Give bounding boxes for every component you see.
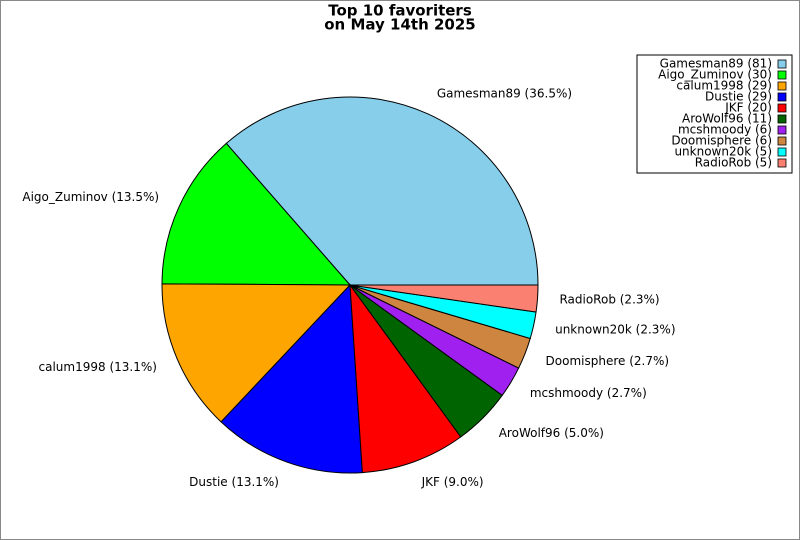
- legend-swatch: [777, 92, 787, 102]
- slice-label: Aigo_Zuminov (13.5%): [22, 190, 159, 204]
- legend-swatch: [777, 158, 787, 168]
- legend-label: calum1998 (29): [676, 79, 772, 93]
- legend-label: JKF (20): [724, 101, 772, 115]
- pie-slice: [220, 283, 363, 474]
- slice-label: mcshmoody (2.7%): [530, 386, 647, 400]
- legend-swatch: [777, 114, 787, 124]
- pie-slice: [161, 142, 352, 286]
- legend-label: Gamesman89 (81): [660, 57, 772, 71]
- chart-subtitle: on May 14th 2025: [324, 16, 476, 34]
- legend-box: [636, 54, 793, 174]
- legend-label: Aigo_Zuminov (30): [658, 68, 772, 82]
- legend-label: AroWolf96 (11): [682, 112, 772, 126]
- legend-label: RadioRob (5): [695, 156, 772, 170]
- slice-label: Doomisphere (2.7%): [546, 354, 670, 368]
- slice-label: JKF (9.0%): [421, 475, 484, 489]
- slice-label: Gamesman89 (36.5%): [437, 86, 572, 100]
- slice-label: RadioRob (2.3%): [559, 293, 659, 307]
- pie-slice: [349, 283, 462, 474]
- pie-slice: [161, 283, 352, 423]
- legend-swatch: [777, 59, 787, 69]
- slice-label: calum1998 (13.1%): [39, 360, 157, 374]
- slice-label: Dustie (13.1%): [189, 475, 279, 489]
- legend-swatch: [777, 70, 787, 80]
- pie-slice: [225, 96, 539, 286]
- legend-label: mcshmoody (6): [678, 123, 772, 137]
- slice-label: AroWolf96 (5.0%): [499, 426, 604, 440]
- legend-swatch: [777, 147, 787, 157]
- chart-title: Top 10 favoriters: [328, 2, 472, 20]
- legend-swatch: [777, 125, 787, 135]
- legend-swatch: [777, 136, 787, 146]
- pie-slice: [349, 284, 539, 313]
- legend-swatch: [777, 103, 787, 113]
- legend-label: unknown20k (5): [674, 145, 772, 159]
- legend-swatch: [777, 81, 787, 91]
- slice-label: unknown20k (2.3%): [555, 323, 675, 337]
- legend-label: Doomisphere (6): [671, 134, 772, 148]
- legend-label: Dustie (29): [705, 90, 772, 104]
